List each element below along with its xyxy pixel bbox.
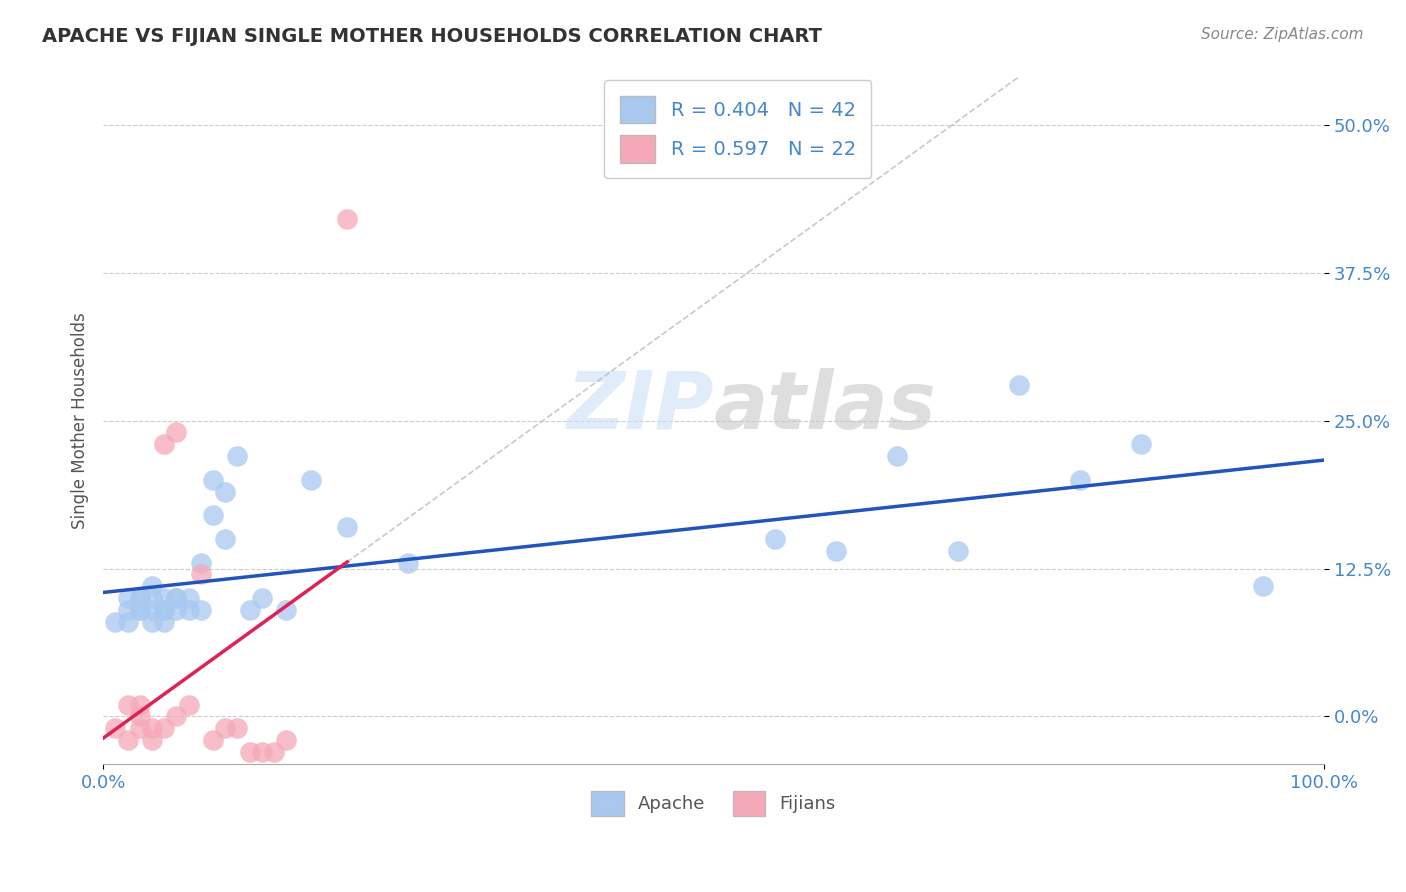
Point xyxy=(153,615,176,629)
Point xyxy=(104,615,127,629)
Point xyxy=(117,603,139,617)
Point xyxy=(1069,473,1091,487)
Point xyxy=(128,709,150,723)
Point xyxy=(1251,579,1274,593)
Point xyxy=(396,556,419,570)
Point xyxy=(177,698,200,712)
Point xyxy=(336,520,359,534)
Legend: Apache, Fijians: Apache, Fijians xyxy=(583,783,844,823)
Point xyxy=(177,591,200,606)
Point xyxy=(190,603,212,617)
Point xyxy=(276,603,298,617)
Point xyxy=(117,698,139,712)
Point xyxy=(165,591,187,606)
Point xyxy=(214,722,236,736)
Point xyxy=(117,591,139,606)
Point xyxy=(141,603,163,617)
Point xyxy=(128,591,150,606)
Point xyxy=(190,567,212,582)
Text: atlas: atlas xyxy=(713,368,936,446)
Point xyxy=(226,449,249,463)
Point xyxy=(190,556,212,570)
Point xyxy=(239,745,262,759)
Point xyxy=(239,603,262,617)
Point xyxy=(153,722,176,736)
Point xyxy=(165,603,187,617)
Point xyxy=(153,591,176,606)
Point xyxy=(128,698,150,712)
Point xyxy=(141,615,163,629)
Point xyxy=(128,603,150,617)
Point xyxy=(153,437,176,451)
Point xyxy=(128,603,150,617)
Point xyxy=(177,603,200,617)
Point xyxy=(299,473,322,487)
Point xyxy=(250,745,273,759)
Point xyxy=(1008,378,1031,392)
Point xyxy=(141,591,163,606)
Point xyxy=(128,591,150,606)
Point xyxy=(141,733,163,747)
Point xyxy=(336,212,359,227)
Point xyxy=(165,425,187,440)
Point xyxy=(117,733,139,747)
Point xyxy=(201,473,224,487)
Point xyxy=(263,745,285,759)
Point xyxy=(276,733,298,747)
Point xyxy=(201,508,224,523)
Point xyxy=(886,449,908,463)
Point xyxy=(153,603,176,617)
Point xyxy=(165,591,187,606)
Text: APACHE VS FIJIAN SINGLE MOTHER HOUSEHOLDS CORRELATION CHART: APACHE VS FIJIAN SINGLE MOTHER HOUSEHOLD… xyxy=(42,27,823,45)
Point xyxy=(214,532,236,546)
Point xyxy=(153,603,176,617)
Point xyxy=(226,722,249,736)
Text: ZIP: ZIP xyxy=(567,368,713,446)
Point xyxy=(1129,437,1152,451)
Point xyxy=(104,722,127,736)
Point xyxy=(946,543,969,558)
Point xyxy=(117,615,139,629)
Point xyxy=(214,484,236,499)
Point xyxy=(201,733,224,747)
Point xyxy=(128,722,150,736)
Point xyxy=(824,543,846,558)
Point xyxy=(165,709,187,723)
Y-axis label: Single Mother Households: Single Mother Households xyxy=(72,312,89,529)
Point xyxy=(141,722,163,736)
Point xyxy=(250,591,273,606)
Point xyxy=(763,532,786,546)
Point xyxy=(141,579,163,593)
Text: Source: ZipAtlas.com: Source: ZipAtlas.com xyxy=(1201,27,1364,42)
